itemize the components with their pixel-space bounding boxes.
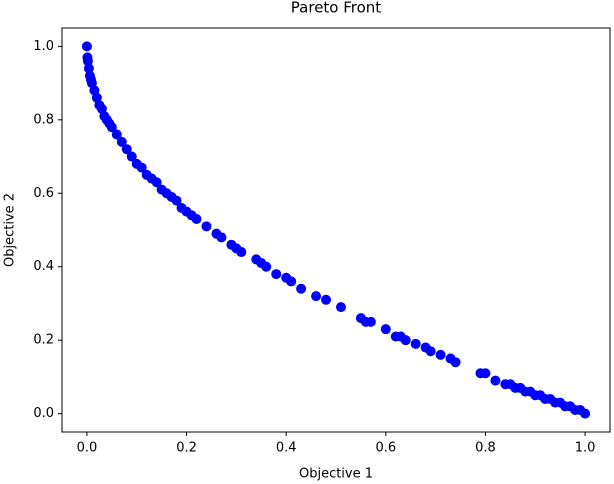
plot-frame xyxy=(61,27,611,433)
point xyxy=(191,213,202,224)
point xyxy=(201,221,212,232)
x-axis-label: Objective 1 xyxy=(299,467,373,482)
point xyxy=(286,276,297,287)
point xyxy=(480,368,491,379)
x-tick-label: 0.0 xyxy=(77,441,98,456)
point xyxy=(380,324,391,335)
point xyxy=(106,122,117,133)
y-tick-label: 0.8 xyxy=(33,112,54,127)
x-tick-label: 0.8 xyxy=(475,441,496,456)
point xyxy=(410,338,421,349)
point xyxy=(321,294,332,305)
point xyxy=(121,144,132,155)
x-tick-label: 0.2 xyxy=(176,441,197,456)
y-tick-label: 0.2 xyxy=(33,333,54,348)
point xyxy=(81,41,92,52)
point xyxy=(216,232,227,243)
chart-title: Pareto Front xyxy=(291,0,382,17)
point xyxy=(296,283,307,294)
point xyxy=(171,195,182,206)
y-tick-label: 1.0 xyxy=(33,39,54,54)
point xyxy=(365,316,376,327)
point xyxy=(151,177,162,188)
point xyxy=(311,291,322,302)
point xyxy=(82,56,93,67)
point xyxy=(261,261,272,272)
point xyxy=(435,349,446,360)
point xyxy=(136,162,147,173)
point xyxy=(490,375,501,386)
point xyxy=(126,151,137,162)
point xyxy=(335,302,346,313)
x-tick-label: 0.6 xyxy=(375,441,396,456)
x-tick-label: 1.0 xyxy=(575,441,596,456)
point xyxy=(83,63,94,74)
point xyxy=(400,335,411,346)
y-tick-label: 0.4 xyxy=(33,259,54,274)
y-axis-label: Objective 2 xyxy=(3,193,18,267)
x-tick-label: 0.4 xyxy=(276,441,297,456)
point xyxy=(450,357,461,368)
y-tick-label: 0.0 xyxy=(33,406,54,421)
point xyxy=(580,408,591,419)
point xyxy=(271,269,282,280)
point xyxy=(236,247,247,258)
point xyxy=(111,129,122,140)
point xyxy=(425,346,436,357)
point xyxy=(116,136,127,147)
y-tick-label: 0.6 xyxy=(33,186,54,201)
